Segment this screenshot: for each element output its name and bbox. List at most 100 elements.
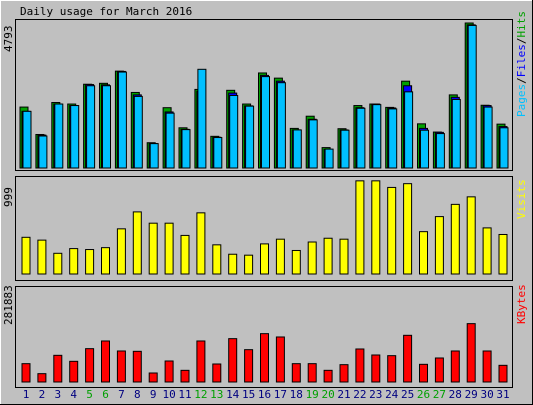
bar-visits [387,186,397,275]
day-label: 24 [385,388,399,401]
bar-pages [181,129,191,169]
bar-visits [228,253,238,275]
bar-visits [196,212,206,275]
bar-visits [498,233,508,275]
day-label: 31 [496,388,509,401]
bar-visits [21,236,31,275]
bar-pages [86,85,96,169]
bar-pages [117,71,127,169]
day-label: 1 [23,388,30,401]
bar-pages [340,129,350,169]
bar-pages [483,106,493,169]
bar-kbytes [164,360,174,383]
bar-visits [371,180,381,275]
bar-visits [482,227,492,275]
bar-visits [355,180,365,275]
day-label: 14 [226,388,240,401]
day-label: 18 [290,388,303,401]
bar-pages [38,135,48,169]
bar-kbytes [212,363,222,383]
bar-kbytes [69,360,79,383]
day-label: 16 [258,388,271,401]
day-label: 12 [194,388,207,401]
day-label: 28 [449,388,462,401]
day-label: 3 [54,388,61,401]
bar-pages [102,85,111,169]
day-label: 10 [162,388,175,401]
bar-kbytes [132,350,142,383]
bar-visits [339,238,349,275]
bar-pages [451,98,461,169]
bar-visits [307,241,317,275]
bar-visits [164,222,174,275]
bar-pages [308,119,318,169]
day-label: 6 [102,388,109,401]
bar-kbytes [21,363,31,383]
panel1-max-label: 4793 [2,26,15,53]
bar-visits [466,196,476,275]
bar-kbytes [355,348,365,383]
bar-pages [261,76,270,169]
bar-kbytes [450,350,460,383]
bar-kbytes [307,363,317,383]
bar-visits [403,183,413,275]
bar-visits [291,249,301,275]
day-label: 17 [274,388,287,401]
bar-pages [499,127,509,169]
bar-pages [149,143,159,169]
bar-pages [404,91,414,169]
bar-visits [37,239,47,275]
legend-sep-2: / [515,38,528,45]
bar-visits [148,222,158,275]
bar-visits [85,249,95,275]
bar-kbytes [260,333,269,383]
bar-visits [323,237,333,275]
bar-pages [70,105,80,169]
bar-visits [69,248,79,275]
chart-title: Daily usage for March 2016 [20,5,192,18]
bar-kbytes [371,354,381,383]
day-label: 27 [433,388,446,401]
day-label: 8 [134,388,141,401]
legend-files: Files [515,44,528,77]
bar-kbytes [498,364,508,383]
bar-pages [388,108,398,169]
bar-kbytes [228,338,238,383]
bar-pages [54,103,64,169]
bar-kbytes [291,363,301,383]
bar-pages [245,105,255,169]
bar-kbytes [339,364,349,383]
bar-kbytes [434,357,444,383]
bar-visits [132,211,142,275]
panel2-max-label: 999 [2,187,15,207]
bar-kbytes [323,369,333,383]
bar-pages [133,95,143,169]
legend-sep-1: / [515,77,528,84]
bar-visits [101,247,110,275]
bar-kbytes [85,348,95,383]
bar-kbytes [53,354,63,383]
bar-kbytes [482,350,492,383]
bar-kbytes [387,355,397,383]
day-label: 26 [417,388,430,401]
legend-visits: Visits [515,179,528,219]
bar-kbytes [466,323,476,383]
day-label: 11 [178,388,191,401]
day-label: 19 [306,388,319,401]
bar-pages [197,68,207,169]
day-label: 7 [118,388,125,401]
day-label: 9 [150,388,157,401]
bar-kbytes [116,350,126,383]
day-label: 13 [210,388,223,401]
bar-pages [292,129,302,169]
bar-visits [260,243,269,275]
day-label: 20 [321,388,334,401]
bar-visits [212,244,222,275]
bar-kbytes [244,349,254,383]
bar-kbytes [196,340,206,383]
day-labels: 1 2 3 4 5 6 7 8 9 10 11 12 13 14 15 16 17 18 19 20 21 22 23 24 2… [23,388,510,401]
bar-pages [229,95,239,169]
bar-visits [244,254,254,275]
panel3-max-label: 281883 [2,285,15,325]
bar-kbytes [37,373,47,383]
